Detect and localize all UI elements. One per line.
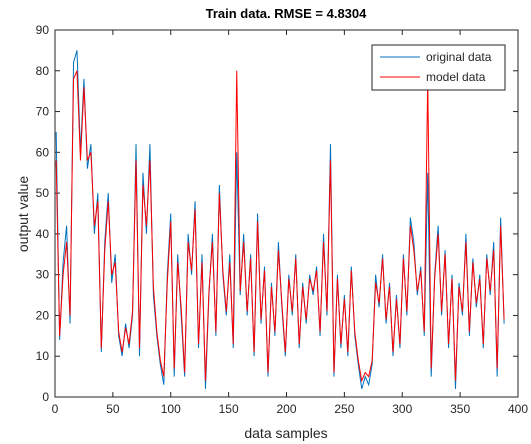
y-tick-label: 20	[36, 308, 50, 322]
x-tick-label: 200	[276, 402, 296, 416]
y-tick-label: 0	[42, 390, 49, 404]
x-tick-label: 250	[334, 402, 354, 416]
series-line	[55, 70, 505, 383]
legend-box	[371, 44, 506, 91]
y-tick-label: 40	[36, 227, 50, 241]
y-tick-label: 10	[36, 349, 50, 363]
x-tick-label: 350	[450, 402, 470, 416]
y-axis-label: output value	[15, 176, 31, 252]
x-axis-label: data samples	[244, 425, 327, 441]
legend-label: original data	[426, 50, 492, 64]
plot-frame	[54, 29, 519, 398]
y-tick-label: 30	[36, 268, 50, 282]
legend-label: model data	[426, 70, 486, 84]
chart-title: Train data. RMSE = 4.8304	[206, 6, 368, 21]
x-tick-label: 400	[508, 402, 528, 416]
x-tick-label: 150	[219, 402, 239, 416]
x-tick-label: 0	[52, 402, 59, 416]
y-tick-label: 70	[36, 105, 50, 119]
x-tick-label: 300	[392, 402, 412, 416]
x-tick-label: 100	[161, 402, 181, 416]
y-tick-label: 60	[36, 145, 50, 159]
y-tick-label: 50	[36, 186, 50, 200]
y-tick-label: 90	[36, 23, 50, 37]
y-tick-label: 80	[36, 64, 50, 78]
x-tick-label: 50	[106, 402, 120, 416]
